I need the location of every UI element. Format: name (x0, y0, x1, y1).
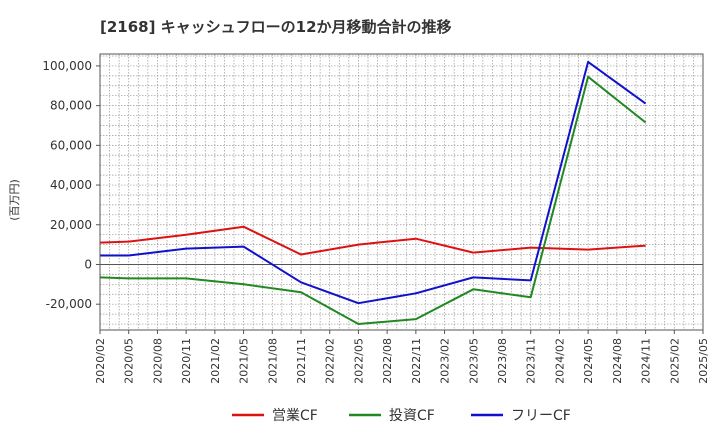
x-tick-label: 2020/02 (94, 338, 107, 384)
x-tick-label: 2023/05 (467, 338, 480, 384)
x-tick-label: 2020/11 (180, 338, 193, 384)
y-tick-label: 100,000 (42, 59, 92, 73)
x-tick-label: 2022/02 (324, 338, 337, 384)
x-tick-label: 2020/05 (123, 338, 136, 384)
y-tick-label: 0 (84, 257, 92, 271)
plot-border (99, 53, 704, 331)
y-tick-label: 40,000 (50, 178, 92, 192)
series-line-0 (99, 225, 646, 256)
x-tick-label: 2025/05 (697, 338, 710, 384)
y-axis-ticks: -20,000 0 20,000 40,000 60,000 80,000 100,000 (42, 59, 100, 311)
plot-frame (99, 53, 704, 331)
x-tick-label: 2025/02 (668, 338, 681, 384)
x-tick-label: 2024/05 (582, 338, 595, 384)
x-tick-label: 2021/11 (295, 338, 308, 384)
x-tick-label: 2021/05 (238, 338, 251, 384)
x-tick-label: 2021/08 (266, 338, 279, 384)
y-tick-label: 60,000 (50, 138, 92, 152)
chart-title: [2168] キャッシュフローの12か月移動合計の推移 (100, 18, 452, 36)
x-tick-label: 2023/02 (439, 338, 452, 384)
x-tick-label: 2024/11 (640, 338, 653, 384)
series-line-1 (99, 75, 647, 325)
x-tick-label: 2022/08 (381, 338, 394, 384)
y-tick-label: 80,000 (50, 99, 92, 113)
series-lines (99, 60, 647, 325)
legend-label-0: 営業CF (272, 408, 318, 424)
x-tick-label: 2020/08 (151, 338, 164, 384)
x-tick-label: 2021/02 (209, 338, 222, 384)
gridlines (99, 54, 704, 330)
y-axis-label: (百万円) (8, 179, 21, 221)
legend: 営業CF 投資CF フリーCF (232, 408, 571, 424)
x-tick-label: 2022/11 (410, 338, 423, 384)
x-tick-label: 2022/05 (352, 338, 365, 384)
x-tick-label: 2023/11 (525, 338, 538, 384)
x-tick-label: 2024/02 (553, 338, 566, 384)
x-axis-ticks: 2020/02 2020/05 2020/08 2020/11 2021/02 2021/… (94, 330, 710, 384)
legend-label-2: フリーCF (511, 408, 571, 424)
x-tick-label: 2024/08 (611, 338, 624, 384)
y-tick-label: 20,000 (50, 218, 92, 232)
series-line-2 (100, 60, 647, 305)
y-tick-label: -20,000 (46, 297, 92, 311)
x-tick-label: 2023/08 (496, 338, 509, 384)
legend-label-1: 投資CF (389, 408, 435, 424)
